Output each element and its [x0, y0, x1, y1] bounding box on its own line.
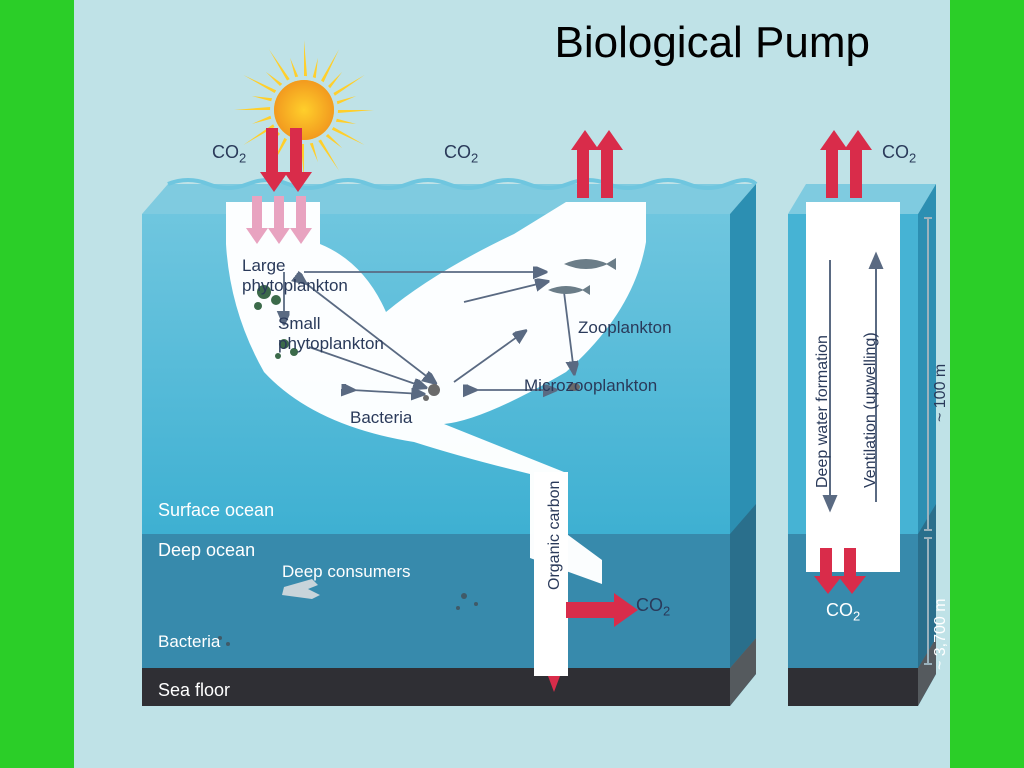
label-deep-ocean: Deep ocean	[158, 540, 255, 561]
label-surface-ocean: Surface ocean	[158, 500, 274, 521]
label-deep-consumers: Deep consumers	[282, 562, 411, 582]
label-depth-deep: ~ 3,700 m	[932, 560, 950, 670]
co2-label-right: CO2	[882, 142, 916, 166]
label-zooplankton: Zooplankton	[578, 318, 672, 338]
arrows-mid-up	[569, 128, 639, 218]
label-deep-water: Deep water formation	[814, 258, 832, 488]
label-bacteria: Bacteria	[350, 408, 412, 428]
arrows-side-down	[812, 548, 882, 608]
label-small-phyto: Small phytoplankton	[278, 314, 384, 354]
co2-label-mid: CO2	[444, 142, 478, 166]
label-bacteria-deep: Bacteria	[158, 632, 220, 652]
label-organic-carbon: Organic carbon	[546, 450, 564, 590]
frame: Biological Pump	[0, 0, 1024, 768]
label-microzoo: Microzooplankton	[524, 376, 657, 396]
label-depth-shallow: ~ 100 m	[932, 322, 950, 422]
co2-label-left: CO2	[212, 142, 246, 166]
diagram-title: Biological Pump	[555, 18, 871, 68]
label-ventilation: Ventilation (upwelling)	[862, 258, 880, 488]
main-ocean-block	[134, 172, 774, 752]
arrows-right-up	[818, 128, 888, 218]
diagram: Biological Pump	[74, 0, 950, 768]
co2-label-side-deep: CO2	[826, 600, 860, 624]
co2-label-deep: CO2	[636, 595, 670, 619]
label-sea-floor: Sea floor	[158, 680, 230, 701]
label-large-phyto: Large phytoplankton	[242, 256, 348, 296]
